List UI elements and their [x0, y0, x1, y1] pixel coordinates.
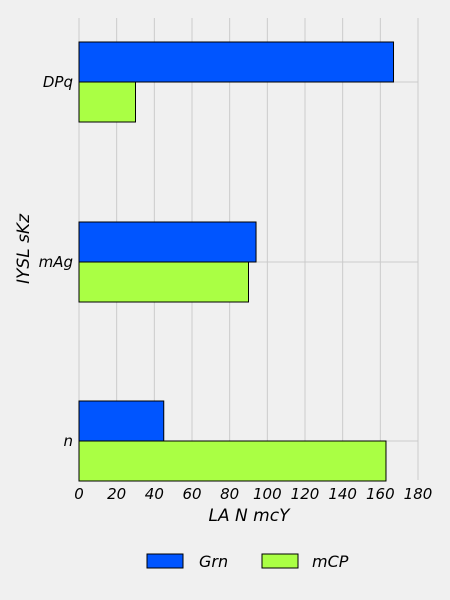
x-tick-label: 140 — [328, 485, 357, 503]
x-tick-labels: 0 20 40 60 80 100 120 140 160 180 — [74, 485, 432, 503]
bar-mCP-DPq — [78, 81, 136, 123]
y-tick-label: n — [63, 432, 73, 450]
x-tick-label: 160 — [366, 485, 395, 503]
y-tick-label: DPq — [43, 73, 73, 91]
legend-label-mCP: mCP — [312, 552, 349, 571]
x-tick-label: 40 — [145, 485, 164, 503]
x-tick-label: 0 — [74, 485, 84, 503]
x-tick-label: 60 — [182, 485, 201, 503]
bar-Grn-DPq — [78, 41, 395, 83]
legend: Grn mCP — [146, 552, 349, 571]
legend-label-Grn: Grn — [199, 552, 228, 571]
bar-mCP-mAg — [78, 261, 249, 303]
x-tick-label: 100 — [253, 485, 282, 503]
legend-swatch-Grn — [146, 553, 184, 569]
y-tick-label: mAg — [39, 253, 73, 271]
x-tick-label: 120 — [291, 485, 320, 503]
bar-Grn-n — [78, 400, 165, 442]
y-axis-title: IYSL sKz — [14, 213, 34, 284]
bar-mCP-n — [78, 440, 387, 482]
bar-Grn-mAg — [78, 221, 257, 263]
bars — [78, 41, 395, 482]
x-tick-label: 80 — [220, 485, 239, 503]
legend-swatch-mCP — [261, 553, 299, 569]
y-tick-labels: n mAg DPq — [39, 73, 73, 450]
x-tick-label: 20 — [107, 485, 126, 503]
x-tick-label: 180 — [404, 485, 433, 503]
x-axis-title: LA N mcY — [209, 506, 292, 526]
